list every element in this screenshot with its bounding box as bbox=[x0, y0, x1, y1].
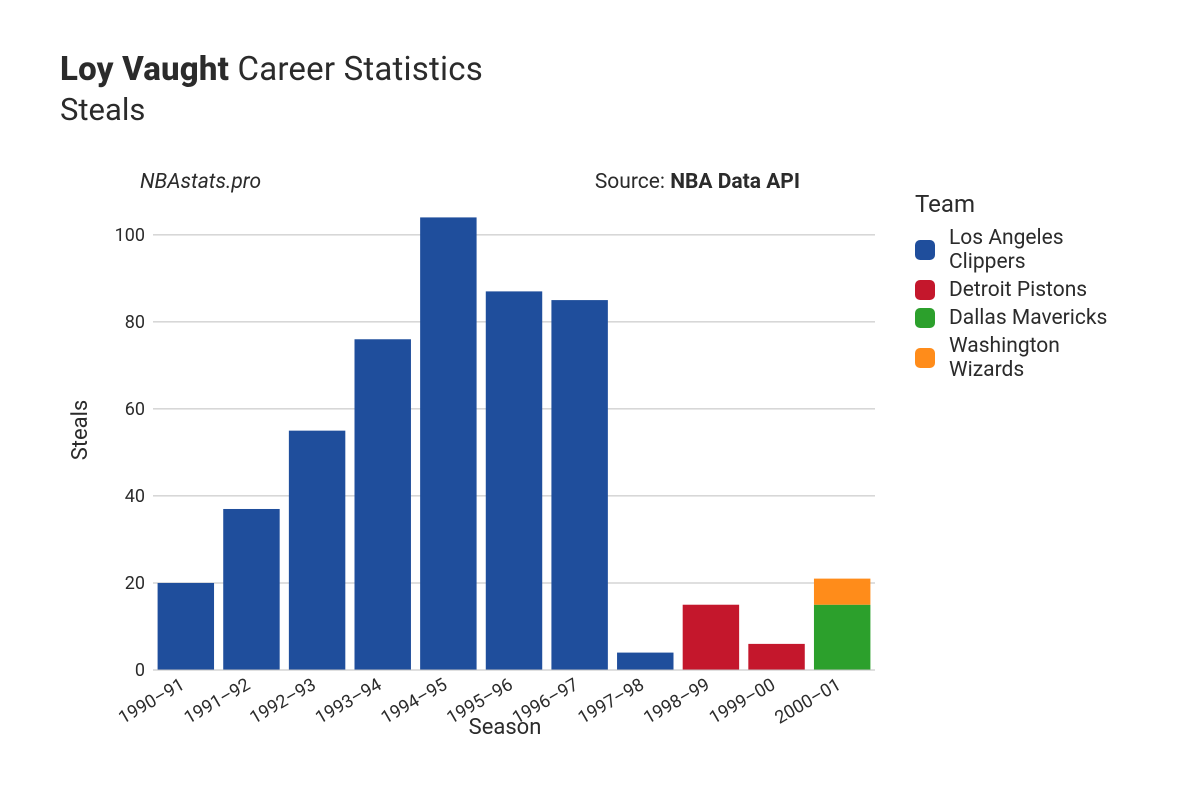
legend-swatch bbox=[915, 348, 935, 368]
bar-segment bbox=[814, 579, 870, 605]
bar-segment bbox=[486, 291, 542, 670]
svg-text:40: 40 bbox=[125, 486, 145, 507]
bar-segment bbox=[617, 653, 673, 670]
title-line-1: Loy Vaught Career Statistics bbox=[60, 50, 1160, 89]
bar-segment bbox=[158, 583, 214, 670]
legend-label: Washington Wizards bbox=[949, 334, 1140, 382]
legend-swatch bbox=[915, 308, 935, 328]
legend-label: Los Angeles Clippers bbox=[949, 226, 1140, 274]
chart-svg: 0204060801001990–911991–921992–931993–94… bbox=[115, 150, 875, 680]
legend-item: Washington Wizards bbox=[915, 334, 1140, 382]
svg-text:100: 100 bbox=[115, 225, 145, 246]
svg-text:20: 20 bbox=[125, 573, 145, 594]
legend-label: Dallas Mavericks bbox=[949, 306, 1107, 330]
svg-text:80: 80 bbox=[125, 312, 145, 333]
x-axis-label: Season bbox=[115, 715, 895, 740]
legend: Team Los Angeles Clippers Detroit Pistons… bbox=[915, 190, 1140, 386]
y-axis-label: Steals bbox=[68, 400, 93, 461]
bar-segment bbox=[289, 431, 345, 670]
legend-item: Los Angeles Clippers bbox=[915, 226, 1140, 274]
legend-title: Team bbox=[915, 190, 1140, 218]
plot-area: NBAstats.pro Source: NBA Data API Steals… bbox=[60, 150, 1140, 710]
bar-segment bbox=[223, 509, 279, 670]
legend-item: Dallas Mavericks bbox=[915, 306, 1140, 330]
title-block: Loy Vaught Career Statistics Steals bbox=[60, 50, 1160, 128]
bar-segment bbox=[683, 605, 739, 670]
title-metric: Steals bbox=[60, 91, 1160, 128]
bar-segment bbox=[748, 644, 804, 670]
legend-item: Detroit Pistons bbox=[915, 278, 1140, 302]
bar-segment bbox=[551, 300, 607, 670]
chart-container: Loy Vaught Career Statistics Steals NBAs… bbox=[0, 0, 1200, 800]
legend-swatch bbox=[915, 240, 935, 260]
svg-text:60: 60 bbox=[125, 399, 145, 420]
bar-segment bbox=[814, 605, 870, 670]
legend-swatch bbox=[915, 280, 935, 300]
player-name: Loy Vaught bbox=[60, 50, 229, 89]
bar-segment bbox=[420, 217, 476, 670]
bar-segment bbox=[355, 339, 411, 670]
title-suffix: Career Statistics bbox=[238, 50, 483, 89]
svg-text:0: 0 bbox=[135, 660, 145, 681]
legend-label: Detroit Pistons bbox=[949, 278, 1087, 302]
